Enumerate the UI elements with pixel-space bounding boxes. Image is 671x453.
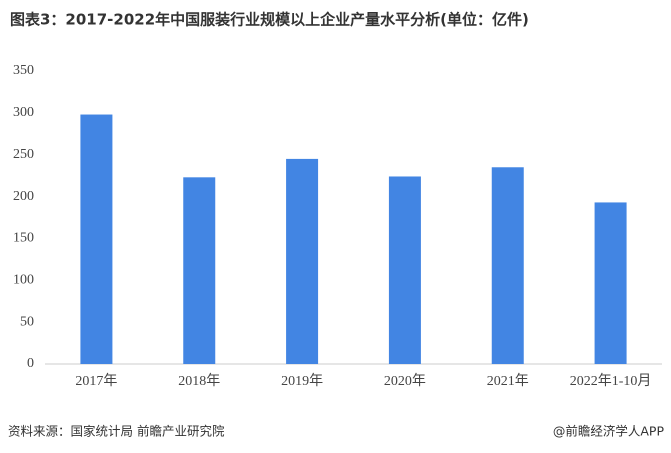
bar: [594, 202, 627, 364]
bar: [388, 176, 421, 364]
chart-title: 图表3：2017-2022年中国服装行业规模以上企业产量水平分析(单位：亿件): [10, 11, 529, 29]
bar: [491, 167, 524, 364]
x-tick-label: 2017年: [75, 373, 117, 389]
credit: @前瞻经济学人APP: [553, 424, 665, 439]
x-tick-label: 2022年1-10月: [570, 373, 652, 389]
y-tick-label: 200: [13, 189, 34, 204]
y-tick-label: 350: [13, 63, 34, 78]
y-tick-label: 0: [27, 356, 34, 371]
x-tick-label: 2018年: [178, 373, 220, 389]
y-tick-label: 250: [13, 147, 34, 162]
x-tick-label: 2020年: [384, 373, 426, 389]
y-tick-label: 300: [13, 105, 34, 120]
bar: [80, 114, 113, 364]
y-tick-label: 50: [20, 314, 34, 329]
y-tick-label: 100: [13, 273, 34, 288]
bar: [286, 158, 319, 364]
y-tick-label: 150: [13, 231, 34, 246]
source: 资料来源：国家统计局 前瞻产业研究院: [8, 424, 225, 439]
x-tick-label: 2019年: [281, 373, 323, 389]
bar: [183, 177, 216, 364]
x-tick-label: 2021年: [487, 373, 529, 389]
